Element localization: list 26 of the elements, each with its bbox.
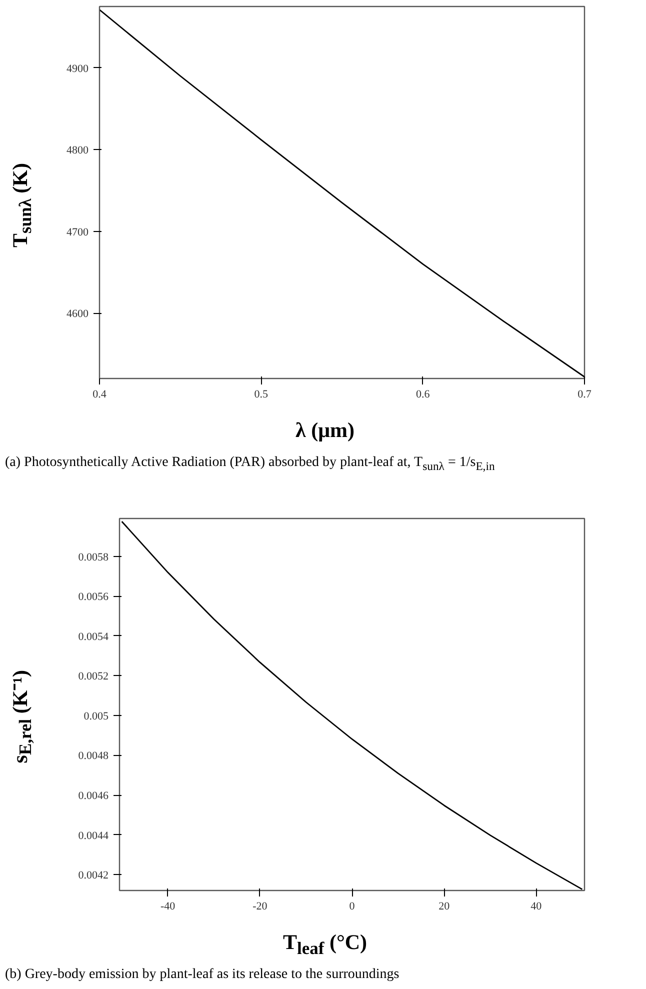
- x-axis-title: λ (μm): [294, 417, 356, 444]
- y-tick-label: 0.0042: [78, 870, 108, 882]
- x-tick-label: -20: [252, 900, 268, 912]
- x-tick-label: 0.5: [254, 388, 269, 400]
- x-tick-label: 0.4: [92, 388, 107, 400]
- y-tick-label: 0.0054: [78, 630, 109, 643]
- y-tick-label: 4600: [66, 308, 89, 320]
- x-tick-label: 0.6: [416, 388, 430, 400]
- x-tick-label: 20: [438, 900, 450, 912]
- y-tick-label: 0.0052: [78, 670, 108, 683]
- y-tick-label: 4900: [66, 62, 89, 75]
- x-tick-label: 0.7: [578, 388, 592, 400]
- x-tick-label: 0: [349, 900, 356, 912]
- text: (b) Grey-body emission by plant-leaf as its release to the surroundings: [5, 966, 400, 984]
- y-tick-label: 0.005: [84, 710, 109, 722]
- y-tick-label: 0.0046: [78, 790, 109, 802]
- text: (a) Photosynthetically Active Radiation (PAR) absorbed by plant-leaf at, T$_{sunλ}$ = 1/s$_{E,in}$: [5, 454, 495, 475]
- y-tick-label: 4800: [66, 144, 89, 157]
- y-tick-label: 4700: [66, 226, 89, 238]
- y-tick-label: 0.0044: [78, 830, 109, 842]
- y-tick-label: 0.0056: [78, 591, 109, 604]
- y-tick-label: 0.0048: [78, 750, 109, 762]
- x-tick-label: -40: [160, 900, 176, 912]
- y-tick-label: 0.0058: [78, 551, 109, 564]
- x-axis-title: T$_{leaf}$ (°C): [282, 929, 368, 960]
- x-tick-label: 40: [530, 900, 542, 912]
